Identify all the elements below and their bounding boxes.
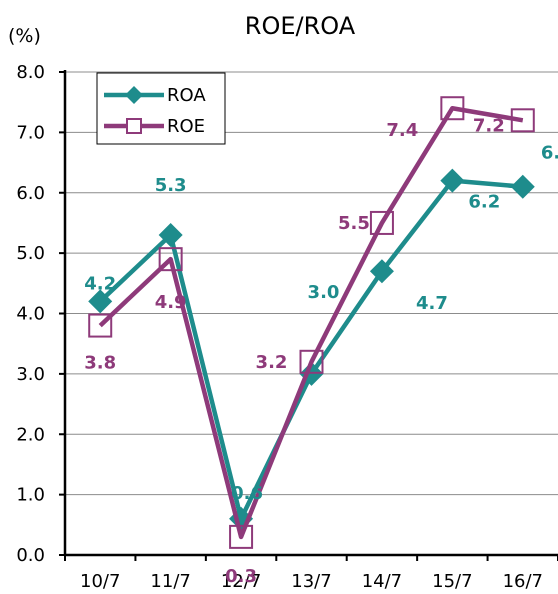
- y-tick-label: 4.0: [16, 304, 45, 325]
- x-tick-label: 11/7: [150, 571, 190, 592]
- x-tick-label: 15/7: [432, 571, 472, 592]
- data-labels: 4.2 5.3 0.6 3.0 4.7 6.2 6.2 3.8 4.9 0.3 3.2 5.5 7.4 7…: [84, 115, 558, 587]
- data-label-roe: 3.2: [256, 352, 288, 373]
- y-tick-label: 2.0: [16, 424, 45, 445]
- data-label-roe: 7.4: [386, 120, 418, 141]
- data-label-roa: 4.2: [84, 273, 116, 294]
- y-tick-label: 8.0: [16, 62, 45, 83]
- data-label-roe: 7.2: [473, 115, 505, 136]
- y-tick-label: 1.0: [16, 485, 45, 506]
- x-tick-label: 12/7: [221, 571, 261, 592]
- data-label-roa: 4.7: [416, 293, 448, 314]
- point-roa: [88, 289, 113, 314]
- point-roa: [158, 223, 183, 248]
- y-axis-ticks: 0.0 1.0 2.0 3.0 4.0 5.0 6.0 7.0 8.0: [16, 62, 45, 566]
- y-tick-label: 0.0: [16, 545, 45, 566]
- unit-label: (%): [8, 25, 41, 47]
- x-axis-ticks: 10/7 11/7 12/7 13/7 14/7 15/7 16/7: [80, 571, 543, 592]
- point-roe: [158, 247, 183, 272]
- x-tick-label: 10/7: [80, 571, 120, 592]
- data-label-roe: 0.3: [225, 566, 257, 587]
- y-tick-label: 7.0: [16, 122, 45, 143]
- x-tick-label: 16/7: [503, 571, 543, 592]
- point-roe: [440, 96, 465, 121]
- data-label-roa: 0.6: [231, 483, 263, 504]
- data-label-roe: 5.5: [338, 213, 370, 234]
- point-roa: [369, 259, 394, 284]
- data-label-roa: 6.2: [468, 192, 500, 213]
- data-label-roa: 5.3: [155, 175, 187, 196]
- axes: [59, 70, 558, 561]
- data-label-roa: 6.2: [541, 143, 558, 164]
- y-tick-label: 5.0: [16, 243, 45, 264]
- series-layer: [88, 96, 535, 549]
- legend-box: [96, 72, 226, 145]
- point-roe: [88, 313, 113, 338]
- point-roa: [510, 174, 535, 199]
- legend-label: ROA: [167, 85, 206, 106]
- point-roe: [369, 210, 394, 235]
- x-tick-label: 13/7: [291, 571, 331, 592]
- x-tick-label: 14/7: [362, 571, 402, 592]
- y-tick-label: 6.0: [16, 183, 45, 204]
- point-roa: [440, 168, 465, 193]
- legend-label: ROE: [167, 116, 205, 137]
- series-line-roe: [98, 105, 524, 540]
- legend-marker-diamond: [125, 86, 143, 104]
- data-label-roe: 4.9: [155, 292, 187, 313]
- point-roe: [229, 524, 254, 549]
- point-roe: [299, 349, 324, 374]
- data-label-roe: 3.8: [84, 353, 116, 374]
- data-label-roa: 3.0: [308, 282, 340, 303]
- y-tick-label: 3.0: [16, 364, 45, 385]
- legend: ROA ROE: [96, 72, 226, 145]
- chart-title: ROE/ROA: [245, 12, 356, 40]
- legend-marker-square: [126, 118, 142, 134]
- point-roe: [510, 108, 535, 133]
